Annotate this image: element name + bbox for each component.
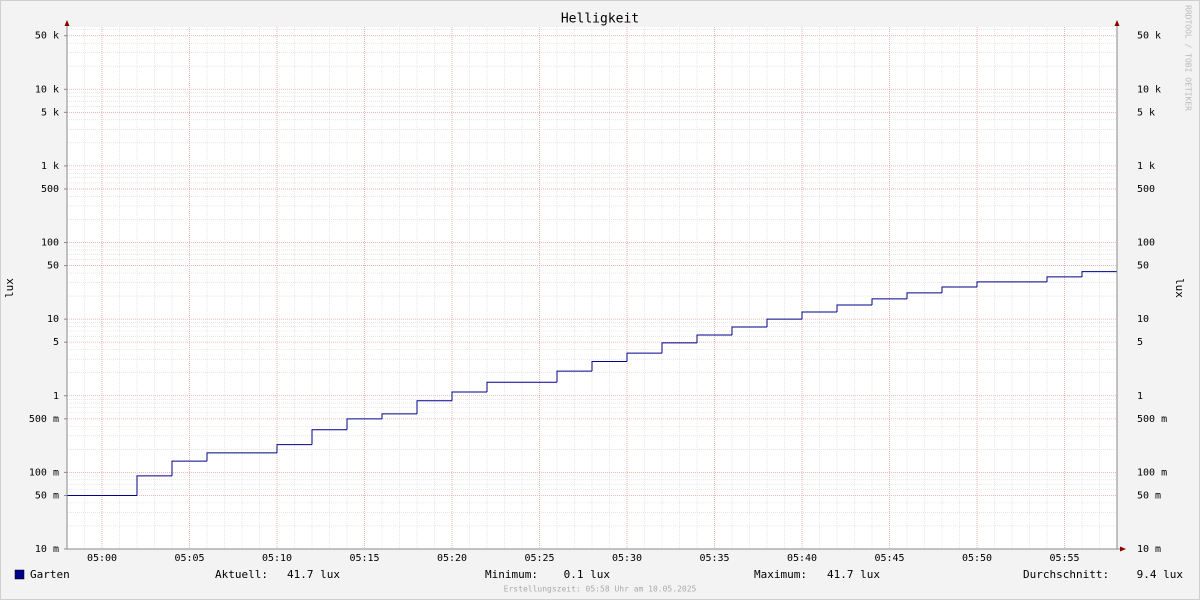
axis-arrow [1120, 546, 1126, 552]
x-tick-label: 05:20 [437, 553, 467, 564]
x-tick-label: 05:55 [1049, 553, 1079, 564]
step-segment [1046, 276, 1082, 282]
stat-value: 41.7 lux [287, 568, 340, 581]
y-tick-label: 500 [1137, 184, 1155, 195]
y-tick-label: 50 [1137, 261, 1149, 272]
step-segment [871, 298, 907, 305]
y-tick-label: 1 [53, 391, 59, 402]
x-tick-label: 05:30 [612, 553, 642, 564]
stat-value: 9.4 lux [1137, 568, 1184, 581]
y-tick-label: 100 m [29, 467, 59, 478]
x-tick-label: 05:25 [524, 553, 554, 564]
legend-label: Garten [30, 568, 70, 581]
step-segment [941, 286, 977, 293]
step-segment [206, 452, 277, 462]
y-tick-label: 50 m [35, 490, 59, 501]
y-tick-label: 50 k [1137, 31, 1161, 42]
legend-swatch [14, 569, 25, 580]
y-tick-label: 10 [1137, 314, 1149, 325]
y-tick-label: 50 [47, 261, 59, 272]
x-tick-label: 05:45 [874, 553, 904, 564]
y-tick-label: 100 [41, 238, 59, 249]
y-tick-label: 1 [1137, 391, 1143, 402]
y-tick-label: 10 m [35, 544, 59, 555]
chart-title: Helligkeit [561, 12, 639, 27]
y-axis-label: lux [1173, 278, 1186, 298]
step-segment [171, 460, 207, 476]
x-tick-label: 05:15 [349, 553, 379, 564]
x-tick-label: 05:50 [962, 553, 992, 564]
stat-label: Aktuell: [215, 568, 268, 581]
series-lines [67, 271, 1117, 496]
step-segment [136, 475, 172, 496]
step-segment [486, 381, 557, 392]
footer: Erstellungszeit: 05:58 Uhr am 10.05.2025 [504, 585, 697, 594]
step-segment [346, 418, 382, 430]
step-segment [276, 444, 312, 453]
step-segment [766, 318, 802, 327]
step-segment [381, 413, 417, 419]
step-segment [1081, 271, 1117, 277]
watermark: RRDTOOL / TOBI OETIKER [1184, 5, 1193, 111]
y-tick-label: 500 m [1137, 414, 1167, 425]
step-segment [801, 311, 837, 320]
step-segment [451, 391, 487, 401]
step-segment [311, 429, 347, 445]
step-segment [976, 281, 1047, 287]
y-tick-label: 50 m [1137, 490, 1161, 501]
y-tick-label: 100 m [1137, 467, 1167, 478]
step-segment [416, 400, 452, 414]
x-tick-label: 05:05 [174, 553, 204, 564]
stat-label: Minimum: [485, 568, 538, 581]
step-segment [906, 292, 942, 299]
step-segment [731, 326, 767, 336]
stat-value: 0.1 lux [564, 568, 611, 581]
step-segment [696, 334, 732, 343]
y-tick-label: 10 k [1137, 84, 1161, 95]
step-segment [591, 361, 627, 372]
y-tick-label: 50 k [35, 31, 59, 42]
x-tick-label: 05:35 [699, 553, 729, 564]
y-tick-label: 500 [41, 184, 59, 195]
axis-arrow [64, 20, 70, 26]
y-tick-label: 5 k [1137, 107, 1155, 118]
y-tick-label: 10 k [35, 84, 59, 95]
x-tick-label: 05:00 [87, 553, 117, 564]
axis-arrow [1114, 20, 1120, 26]
x-tick-label: 05:40 [787, 553, 817, 564]
y-tick-label: 500 m [29, 414, 59, 425]
stat-value: 41.7 lux [827, 568, 880, 581]
step-segment [661, 342, 697, 354]
y-tick-label: 1 k [41, 161, 59, 172]
y-tick-label: 5 [53, 337, 59, 348]
grid [66, 27, 1118, 550]
step-segment [836, 304, 872, 312]
y-tick-label: 5 [1137, 337, 1143, 348]
step-segment [556, 370, 592, 383]
y-tick-label: 10 [47, 314, 59, 325]
y-tick-label: 100 [1137, 238, 1155, 249]
y-axis-label: lux [3, 278, 16, 298]
y-tick-label: 1 k [1137, 161, 1155, 172]
stat-label: Durchschnitt: [1023, 568, 1109, 581]
step-segment [626, 352, 662, 362]
axes [64, 20, 1126, 552]
y-tick-label: 10 m [1137, 544, 1161, 555]
stat-label: Maximum: [754, 568, 807, 581]
y-tick-label: 5 k [41, 107, 59, 118]
x-tick-label: 05:10 [262, 553, 292, 564]
